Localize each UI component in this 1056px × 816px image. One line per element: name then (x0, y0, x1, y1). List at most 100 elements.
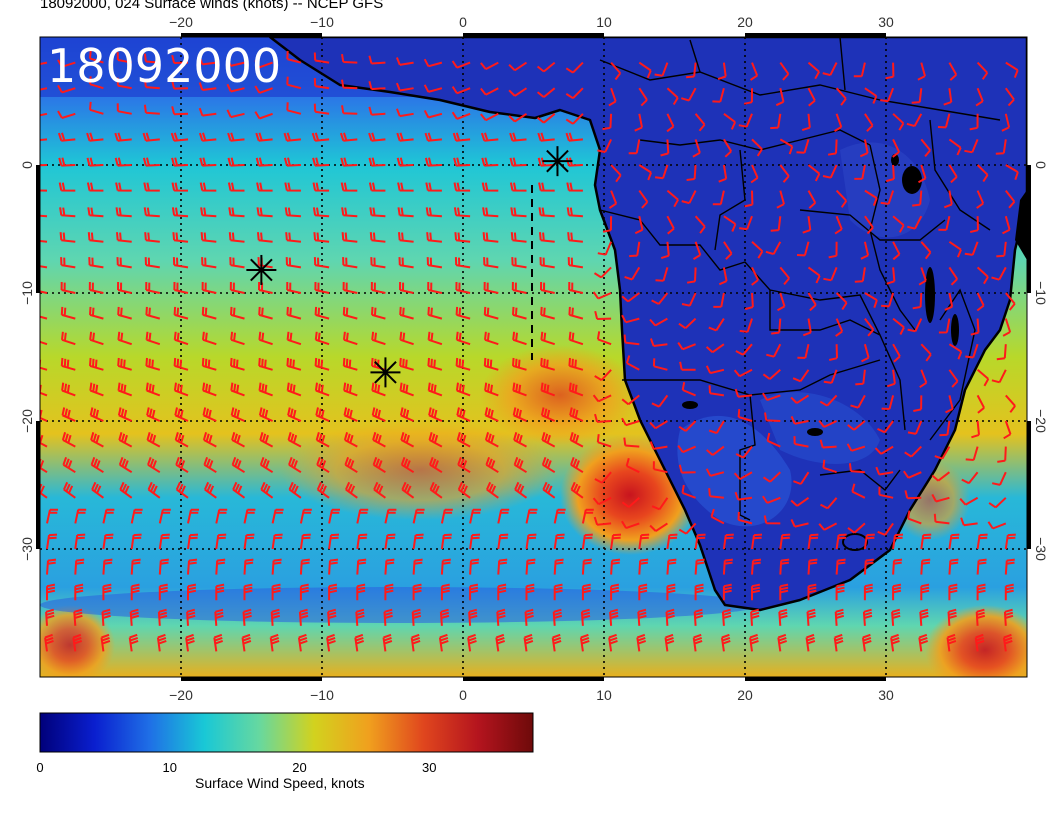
wind-barb (721, 608, 732, 626)
wind-barb (243, 508, 256, 524)
wind-barb (269, 633, 280, 652)
wind-barb (1004, 558, 1015, 575)
wind-barb (61, 407, 76, 422)
wind-barb (568, 306, 584, 320)
wind-barb (536, 87, 556, 98)
wind-barb (511, 281, 527, 294)
wind-barb (46, 508, 58, 524)
lon-tick-top: −20 (169, 14, 193, 30)
lat-tick-left: −10 (19, 281, 35, 305)
wind-barb (976, 61, 989, 80)
wind-barb (175, 456, 189, 474)
wind-barb (88, 281, 104, 294)
wind-barb (412, 533, 424, 550)
wind-barb (524, 608, 534, 626)
wind-barb (971, 420, 980, 439)
wind-barb (744, 292, 754, 311)
wind-barb (570, 456, 584, 474)
wind-barb (918, 267, 927, 286)
wind-barb (514, 481, 528, 499)
wind-barb (61, 331, 76, 346)
wind-barb (943, 190, 953, 209)
wind-barb (881, 292, 895, 308)
wind-barb (790, 394, 810, 404)
wind-barb (692, 241, 702, 260)
wind-barb (835, 533, 847, 550)
wind-barb (201, 281, 217, 294)
wind-barb (215, 583, 225, 601)
wind-barb (596, 434, 612, 448)
wind-barb (147, 456, 161, 474)
wind-barb (259, 456, 274, 474)
wind-barb (483, 357, 499, 371)
wind-barb (368, 132, 386, 142)
wind-barb (158, 558, 169, 575)
wind-barb (171, 207, 189, 218)
wind-barb (608, 633, 618, 652)
wind-barb (677, 445, 697, 454)
wind-barb (649, 522, 668, 532)
wind-barb (232, 481, 246, 499)
wind-barb (763, 515, 781, 525)
wind-barb (625, 457, 640, 474)
wind-barb (314, 357, 330, 371)
wind-barb (202, 331, 217, 346)
wind-barb (864, 87, 878, 104)
wind-barb (581, 533, 593, 550)
wind-barb (807, 266, 821, 284)
wind-barb (692, 633, 703, 652)
wind-barb (1005, 61, 1019, 78)
wind-barb (143, 79, 160, 90)
wind-barb (40, 409, 48, 422)
wind-barb (202, 382, 217, 397)
wind-barb (119, 481, 133, 499)
wind-barb (260, 481, 274, 499)
wind-barb (370, 257, 386, 269)
wind-barb (356, 558, 367, 575)
wind-barb (708, 420, 725, 435)
colorbar-label: Surface Wind Speed, knots (195, 775, 365, 791)
wind-barb (497, 508, 510, 524)
wind-barb (371, 306, 386, 320)
wind-barb (762, 471, 781, 483)
wind-barb (652, 358, 668, 371)
wind-barb (807, 164, 821, 182)
wind-barb (467, 633, 477, 652)
wind-barb (917, 62, 926, 81)
wind-barb (101, 608, 111, 626)
wind-barb (426, 232, 443, 243)
wind-barb (948, 533, 960, 550)
wind-barb (850, 394, 866, 409)
wind-barb (779, 164, 790, 183)
wind-barb (938, 215, 951, 231)
wind-barb (638, 583, 648, 601)
wind-barb (892, 138, 901, 158)
wind-barb (143, 104, 160, 115)
wind-barb (401, 481, 415, 499)
wind-barb (312, 157, 330, 167)
wind-barb (230, 306, 245, 320)
wind-barb (694, 533, 706, 550)
wind-barb (948, 266, 959, 286)
wind-barb (457, 456, 471, 474)
wind-barb (751, 266, 760, 286)
wind-barb (623, 437, 640, 448)
wind-barb (651, 497, 669, 511)
wind-barb (513, 432, 527, 448)
wind-barb (565, 87, 584, 100)
wind-barb (227, 182, 245, 192)
wind-barb (227, 132, 245, 142)
wind-barb (384, 508, 397, 524)
wind-barb (912, 190, 923, 207)
wind-barb (286, 76, 302, 90)
wind-barb (892, 241, 901, 261)
wind-barb (666, 215, 675, 235)
wind-barb (864, 189, 878, 206)
wind-barb (58, 182, 76, 192)
wind-barb (765, 241, 782, 256)
wind-barb (89, 407, 104, 422)
wind-barb (892, 215, 905, 233)
wind-barb (117, 382, 133, 397)
lat-tick-right: −10 (1033, 281, 1049, 305)
wind-barb (412, 508, 425, 524)
